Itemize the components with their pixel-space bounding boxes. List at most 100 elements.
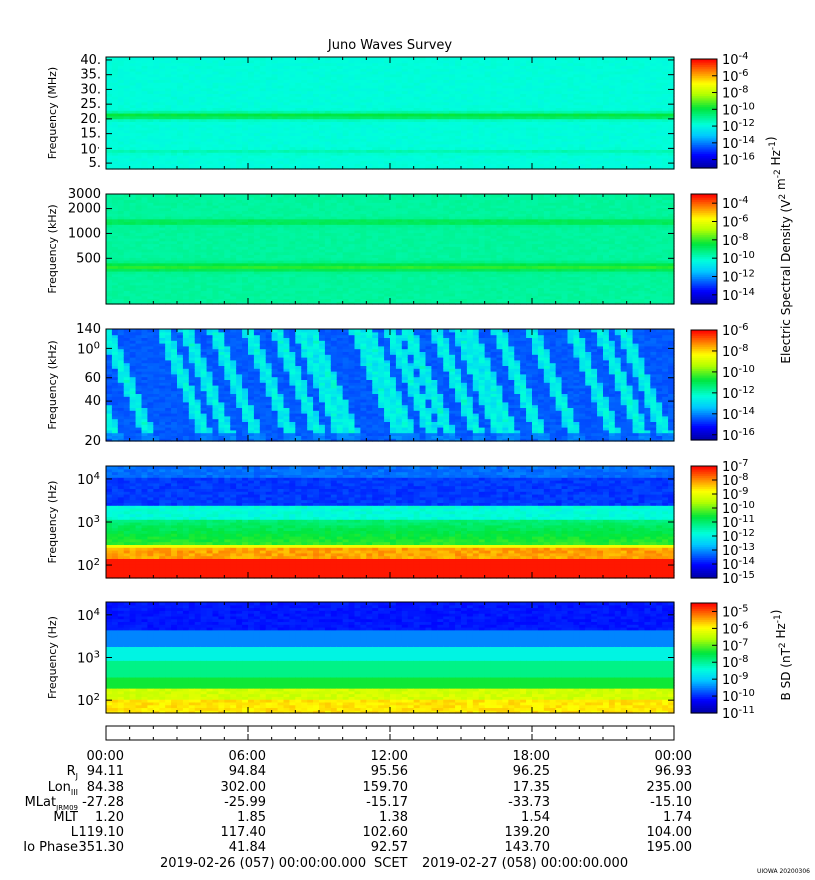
- colorbar-tick-label: 10-6: [722, 68, 749, 85]
- spectrogram-cell: [372, 57, 379, 60]
- spectrogram-cell: [343, 57, 350, 60]
- spectrogram-cell: [656, 57, 663, 60]
- spectrogram-cell: [426, 57, 433, 60]
- spectrogram-cell: [609, 57, 616, 60]
- y-tick-label: 20.: [80, 112, 101, 127]
- colorbar-tick-label: 10-14: [722, 135, 755, 152]
- spectrogram-cell: [254, 57, 261, 60]
- spectrogram-cell: [538, 57, 545, 60]
- spectrogram-cell: [130, 57, 137, 60]
- spectrogram-cell: [295, 57, 302, 60]
- spectrogram-cell: [183, 57, 190, 60]
- spectrogram-cell: [177, 57, 184, 60]
- spectrogram-cell: [153, 194, 160, 197]
- spectrogram-cell: [497, 57, 504, 60]
- spectrogram-cell: [201, 57, 208, 60]
- y-tick-label: 5.: [89, 156, 101, 171]
- spectrogram-cell: [591, 57, 598, 60]
- spectrogram-cell: [508, 57, 515, 60]
- spectrogram-cell: [165, 57, 172, 60]
- spectrogram-cell: [207, 194, 214, 197]
- spectrogram-cell: [284, 57, 291, 60]
- y-tick-label: 25.: [80, 97, 101, 112]
- colorbar-tick-label: 10-12: [722, 118, 755, 135]
- spectrogram-cell: [272, 57, 279, 60]
- spectrogram-cell: [230, 194, 237, 197]
- spectrogram-cell: [443, 57, 450, 60]
- y-tick-label: 35.: [80, 68, 101, 83]
- spectrogram-cell: [514, 57, 521, 60]
- spectrogram-cell: [236, 194, 243, 197]
- spectrogram-cell: [201, 194, 208, 197]
- spectrogram-cell: [183, 194, 190, 197]
- spectrogram-cell: [278, 57, 285, 60]
- spectrogram-cell: [420, 57, 427, 60]
- spectrogram-cell: [260, 57, 267, 60]
- spectrogram-cell: [378, 57, 385, 60]
- y-tick-label: 30.: [80, 82, 101, 97]
- spectrogram-cell: [112, 194, 119, 197]
- spectrogram-cell: [396, 57, 403, 60]
- spectrogram-cell: [520, 57, 527, 60]
- spectrogram-cell: [142, 57, 149, 60]
- colorbar-tick-label: 10-4: [722, 51, 749, 68]
- spectrogram-cell: [142, 194, 149, 197]
- spectrogram-cell: [319, 57, 326, 60]
- spectrogram-cell: [633, 57, 640, 60]
- spectrogram-cell: [159, 57, 166, 60]
- spectrogram-cell: [556, 57, 563, 60]
- spectrogram-cell: [585, 57, 592, 60]
- spectrogram-cell: [461, 57, 468, 60]
- spectrogram-cell: [112, 57, 119, 60]
- spectrogram-cell: [301, 57, 308, 60]
- spectrogram-cell: [627, 57, 634, 60]
- spectrogram-cell: [224, 194, 231, 197]
- spectrogram-cell: [568, 57, 575, 60]
- spectrogram-cell: [189, 57, 196, 60]
- spectrogram-cell: [189, 194, 196, 197]
- spectrogram-cell: [650, 57, 657, 60]
- spectrogram-cell: [390, 57, 397, 60]
- spectrogram-cell: [307, 57, 314, 60]
- spectrogram-cell: [236, 57, 243, 60]
- spectrogram-cell: [349, 57, 356, 60]
- y-tick-label: 10.: [80, 140, 100, 157]
- spectrogram-cell: [579, 57, 586, 60]
- spectrogram-cell: [562, 57, 569, 60]
- spectrogram-cell: [118, 194, 125, 197]
- spectrogram-cell: [615, 57, 622, 60]
- colorbar-tick-label: 10-16: [722, 152, 755, 169]
- spectrogram-cell: [207, 57, 214, 60]
- spectrogram-cell: [159, 194, 166, 197]
- spectrogram-cell: [118, 57, 125, 60]
- spectrogram-cell: [449, 57, 456, 60]
- spectrogram-cell: [224, 57, 231, 60]
- spectrogram-cell: [402, 57, 409, 60]
- spectrogram-cell: [248, 194, 255, 197]
- spectrogram-cell: [603, 57, 610, 60]
- spectrogram-cell: [473, 57, 480, 60]
- spectrogram-cell: [532, 57, 539, 60]
- spectrogram-cell: [136, 194, 143, 197]
- spectrogram-cell: [437, 57, 444, 60]
- spectrogram-cell: [331, 57, 338, 60]
- y-axis-label: Frequency (MHz): [46, 67, 59, 159]
- spectrogram-cell: [485, 57, 492, 60]
- spectrogram-cell: [153, 57, 160, 60]
- spectrogram-panel-1: 40.35.30.25.20.15.10.5.Frequency (MHz): [46, 53, 675, 171]
- spectrogram-cell: [165, 194, 172, 197]
- y-tick-label: 40.: [80, 53, 101, 68]
- spectrogram-cell: [136, 57, 143, 60]
- spectrogram-cell: [544, 57, 551, 60]
- spectrogram-cell: [325, 57, 332, 60]
- chart-title: Juno Waves Survey: [327, 38, 453, 53]
- colorbar-tick-label: 10-10: [722, 101, 755, 118]
- spectrogram-cell: [177, 194, 184, 197]
- spectrogram-cell: [248, 57, 255, 60]
- spectrogram-cell: [467, 57, 474, 60]
- spectrogram-cell: [414, 57, 421, 60]
- spectrogram-cell: [213, 57, 220, 60]
